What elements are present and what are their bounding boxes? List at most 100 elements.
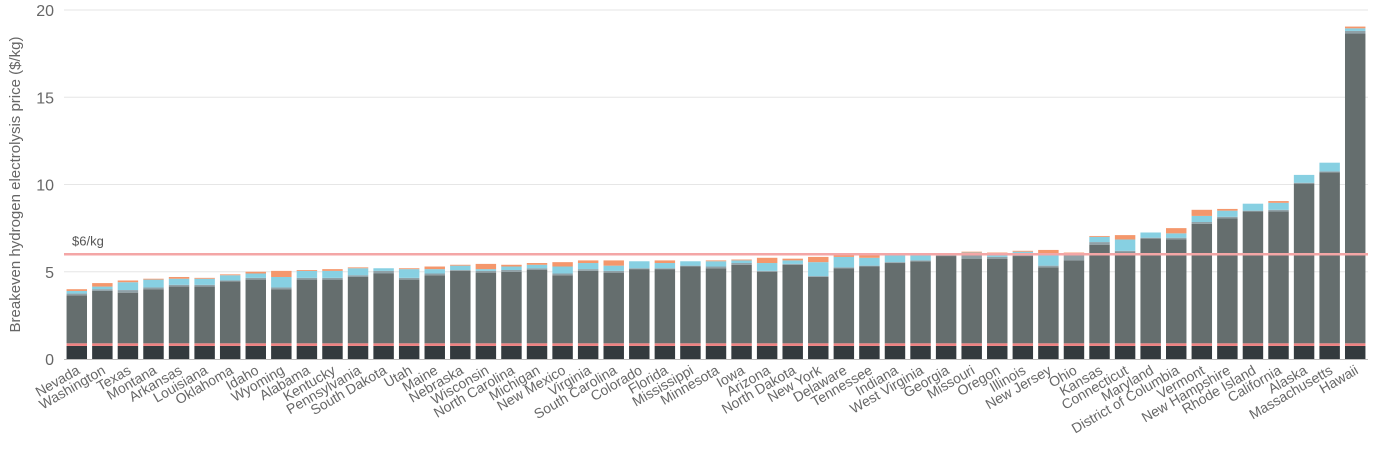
bar-segment — [731, 259, 752, 261]
bar-segment — [782, 258, 803, 261]
bar-segment — [987, 256, 1008, 259]
bar-segment — [347, 267, 369, 269]
bar-segment — [296, 277, 318, 280]
bar-segment — [219, 343, 241, 346]
bar-segment — [1319, 171, 1340, 173]
bar-segment — [92, 290, 113, 344]
bar-segment — [884, 343, 906, 346]
bar-segment — [194, 284, 215, 287]
bar-segment — [398, 343, 420, 346]
bar-segment — [450, 264, 471, 266]
y-tick-label: 0 — [45, 352, 54, 369]
bar-segment — [117, 345, 139, 359]
bar-segment — [1140, 343, 1161, 346]
bar-segment — [833, 267, 855, 269]
bar-segment — [296, 343, 318, 346]
bar-segment — [987, 255, 1008, 257]
bar-segment — [629, 343, 650, 346]
bar-segment — [782, 263, 803, 265]
bar-segment — [143, 287, 164, 290]
bar-segment — [987, 345, 1008, 359]
bar-segment — [1191, 209, 1213, 216]
bar-segment — [1217, 345, 1238, 359]
bar-segment — [322, 270, 343, 278]
bar-segment — [1140, 237, 1161, 239]
bar-segment — [705, 343, 727, 346]
bar-segment — [450, 270, 471, 344]
bar-segment — [424, 275, 445, 344]
bar-segment — [168, 286, 190, 344]
bar-segment — [577, 345, 599, 359]
bar-segment — [1063, 254, 1085, 261]
bar-segment — [756, 257, 778, 264]
bar-segment — [475, 343, 497, 346]
bar-segment — [1114, 343, 1136, 346]
bar-segment — [501, 343, 522, 346]
bar-segment — [1319, 172, 1340, 344]
bar-segment — [1038, 255, 1059, 266]
bar-segment — [1140, 232, 1161, 238]
bar-segment — [1217, 210, 1238, 217]
bar-segment — [1114, 235, 1136, 240]
bar-segment — [629, 269, 650, 344]
bar-segment — [1166, 345, 1187, 359]
bar-segment — [117, 290, 139, 293]
bar-segment — [168, 343, 190, 346]
bar-segment — [271, 287, 292, 290]
bar-segment — [859, 345, 880, 359]
bar-segment — [271, 343, 292, 346]
bar-segment — [603, 272, 624, 344]
bar-segment — [577, 270, 599, 344]
bar-segment — [373, 345, 394, 359]
bar-segment — [475, 272, 497, 344]
bar-segment — [756, 271, 778, 344]
bar-segment — [1140, 238, 1161, 344]
bar-segment — [1140, 345, 1161, 359]
bar-segment — [219, 275, 241, 281]
bar-segment — [1344, 33, 1366, 344]
bar-segment — [1089, 235, 1110, 237]
bar-segment — [450, 343, 471, 346]
bar-segment — [347, 268, 369, 276]
y-tick-label: 15 — [36, 90, 54, 107]
bar-segment — [1114, 252, 1136, 344]
reference-line-group: $6/kg — [64, 233, 1368, 256]
bar-segment — [910, 260, 931, 262]
bar-segment — [884, 263, 906, 344]
bar-segment — [1217, 218, 1238, 344]
bar-segment — [424, 266, 445, 270]
bar-segment — [194, 343, 215, 346]
bar-segment — [245, 277, 266, 280]
bar-segment — [859, 266, 880, 344]
bar-segment — [680, 343, 701, 346]
bar-segment — [398, 268, 420, 270]
bar-segment — [117, 282, 139, 291]
bar-segment — [347, 343, 369, 346]
bar-segment — [424, 269, 445, 274]
bar-segment — [398, 269, 420, 278]
bar-segment — [756, 263, 778, 271]
bar-segment — [347, 276, 369, 344]
bar-segment — [1191, 345, 1213, 359]
bar-segment — [935, 255, 957, 257]
bar-segment — [271, 289, 292, 344]
bar-segment — [654, 268, 676, 270]
bar-segment — [935, 343, 957, 346]
bar-segment — [961, 343, 982, 346]
y-axis-label: Breakeven hydrogen electrolysis price ($… — [7, 37, 24, 333]
bar-segment — [654, 263, 676, 269]
bar-segment — [424, 345, 445, 359]
bar-segment — [475, 270, 497, 273]
bar-segment — [1344, 28, 1366, 31]
bar-segment — [1012, 343, 1034, 346]
bar-segment — [373, 270, 394, 274]
bar-segment — [1268, 211, 1289, 344]
bar-segment — [731, 260, 752, 264]
bar-segment — [1344, 30, 1366, 34]
bar-segment — [1217, 208, 1238, 211]
bar-segment — [66, 290, 88, 294]
bar-segment — [526, 343, 548, 346]
bar-segment — [910, 345, 931, 359]
bar-segment — [475, 269, 497, 271]
bar-segment — [756, 345, 778, 359]
